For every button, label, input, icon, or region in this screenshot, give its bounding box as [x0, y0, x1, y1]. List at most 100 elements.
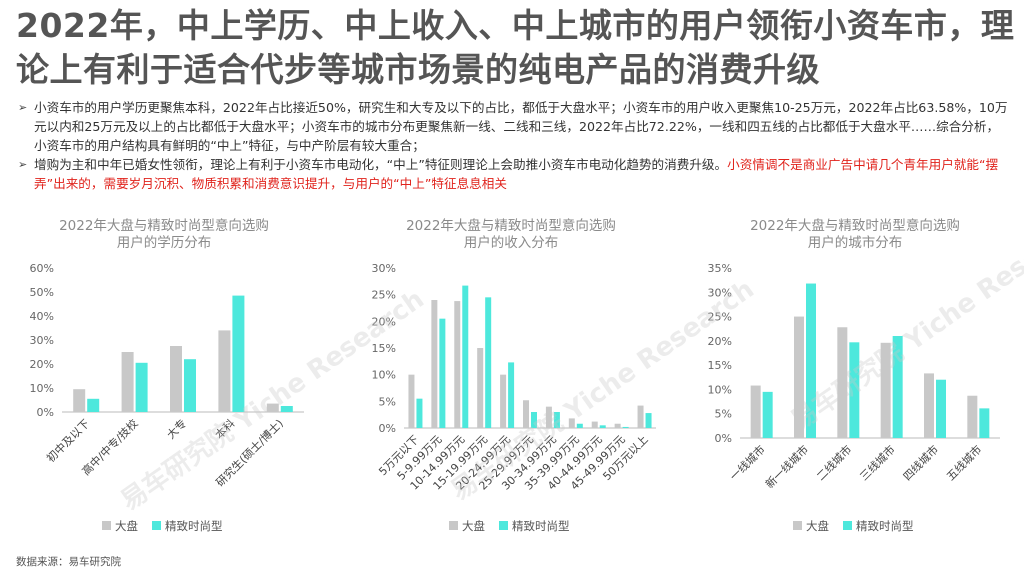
bar-target	[979, 408, 990, 438]
bar-target	[599, 425, 606, 428]
bar-target	[508, 362, 515, 428]
y-tick-label: 5%	[715, 408, 732, 421]
x-tick-label: 五线城市	[943, 442, 984, 483]
legend-swatch-market	[793, 521, 802, 530]
x-tick-label: 初中及以下	[44, 416, 93, 465]
legend-swatch-target	[499, 521, 508, 530]
bar-target	[135, 362, 148, 412]
bar-target	[531, 412, 537, 428]
y-tick-label: 0%	[37, 406, 54, 419]
bar-target	[622, 426, 629, 428]
bar-market	[523, 400, 529, 428]
y-tick-label: 10%	[372, 369, 396, 382]
bar-target	[485, 297, 492, 428]
bar-target	[280, 406, 293, 412]
x-tick-label: 一线城市	[727, 442, 768, 483]
y-tick-label: 0%	[715, 432, 732, 445]
y-tick-label: 30%	[372, 262, 396, 275]
bar-target	[645, 413, 652, 428]
bar-target	[892, 336, 903, 438]
education-chart: 2022年大盘与精致时尚型意向选购 用户的学历分布 0% 10% 20% 30% 40% 50…	[14, 214, 314, 544]
bar-target	[462, 285, 469, 428]
legend-swatch-market	[102, 521, 111, 530]
bar-target	[416, 398, 423, 428]
bar-market	[637, 405, 644, 428]
bullet-text: 小资车市的用户学历更聚焦本科，2022年占比接近50%，研究生和大专及以下的占比…	[34, 100, 1008, 153]
y-tick-label: 20%	[372, 315, 396, 328]
bullet-text: 增购为主和中年已婚女性领衔，理论上有利于小资车市电动化，“中上”特征则理论上会助…	[34, 157, 728, 172]
bar-market	[121, 352, 134, 412]
bar-market	[477, 348, 484, 428]
bar-market	[545, 406, 552, 428]
bar-target	[762, 391, 773, 438]
bar-target	[439, 318, 446, 428]
bar-market	[880, 342, 891, 438]
chart-title: 2022年大盘与精致时尚型意向选购	[750, 217, 960, 234]
legend-label-market: 大盘	[806, 519, 829, 533]
bullet-item: ➢ 小资车市的用户学历更聚焦本科，2022年占比接近50%，研究生和大专及以下的…	[18, 98, 1010, 155]
arrow-bullet-icon: ➢	[18, 101, 28, 114]
bar-market	[967, 395, 978, 438]
chart-title: 用户的城市分布	[808, 234, 903, 251]
y-tick-label: 15%	[372, 342, 396, 355]
chart-title: 用户的学历分布	[117, 234, 212, 251]
legend-swatch-target	[152, 521, 161, 530]
bar-target	[936, 379, 946, 438]
chart-title: 2022年大盘与精致时尚型意向选购	[59, 217, 269, 234]
y-tick-label: 20%	[708, 335, 732, 348]
bullet-item: ➢ 增购为主和中年已婚女性领衔，理论上有利于小资车市电动化，“中上”特征则理论上…	[18, 155, 1010, 193]
x-tick-label: 新一线城市	[762, 442, 811, 491]
bar-market	[170, 346, 182, 412]
legend-label-market: 大盘	[115, 519, 138, 533]
bar-market	[794, 316, 804, 438]
y-tick-label: 15%	[708, 359, 732, 372]
chart-title: 用户的收入分布	[464, 234, 559, 251]
y-tick-label: 25%	[708, 311, 732, 324]
data-source: 数据来源：易车研究院	[16, 556, 121, 568]
x-tick-label: 二线城市	[813, 442, 854, 483]
bar-market	[500, 374, 507, 428]
y-tick-label: 10%	[30, 382, 54, 395]
y-tick-label: 5%	[379, 395, 396, 408]
x-tick-label: 大专	[164, 416, 189, 441]
x-tick-label: 四线城市	[900, 442, 941, 483]
legend-label-market: 大盘	[462, 519, 485, 533]
bar-target	[184, 359, 196, 412]
bar-market	[591, 421, 598, 428]
y-tick-label: 0%	[379, 422, 396, 435]
bar-target	[806, 283, 816, 438]
bar-market	[924, 373, 934, 438]
bar-market	[218, 330, 231, 412]
bullet-highlight-text: 小资情调不是商业广告中请几个青年用户就能“摆弄”出来的，需要岁月沉积、物质积累和…	[34, 157, 999, 191]
y-tick-label: 30%	[708, 286, 732, 299]
bar-market	[568, 418, 575, 428]
y-tick-label: 35%	[708, 262, 732, 275]
bar-market	[73, 389, 86, 412]
bar-market	[454, 301, 461, 428]
bar-market	[431, 300, 438, 428]
y-tick-label: 50%	[30, 286, 54, 299]
bar-target	[553, 412, 560, 428]
y-tick-label: 60%	[30, 262, 54, 275]
bar-market	[408, 374, 415, 428]
bar-market	[750, 385, 761, 438]
bar-target	[849, 342, 860, 438]
legend-label-target: 精致时尚型	[856, 519, 914, 533]
bullet-list: ➢ 小资车市的用户学历更聚焦本科，2022年占比接近50%，研究生和大专及以下的…	[18, 98, 1010, 193]
bar-market	[614, 423, 621, 428]
legend-label-target: 精致时尚型	[512, 519, 570, 533]
y-tick-label: 25%	[372, 289, 396, 302]
bar-market	[266, 403, 279, 412]
bar-target	[232, 295, 245, 412]
legend-swatch-target	[843, 521, 852, 530]
income-chart: 2022年大盘与精致时尚型意向选购 用户的收入分布 0% 5% 10% 15% 20% 25%…	[356, 214, 666, 544]
y-tick-label: 20%	[30, 358, 54, 371]
bar-target	[87, 398, 100, 412]
bar-target	[576, 423, 583, 428]
chart-title: 2022年大盘与精致时尚型意向选购	[406, 217, 616, 234]
x-tick-label: 本科	[212, 416, 237, 441]
arrow-bullet-icon: ➢	[18, 158, 28, 171]
